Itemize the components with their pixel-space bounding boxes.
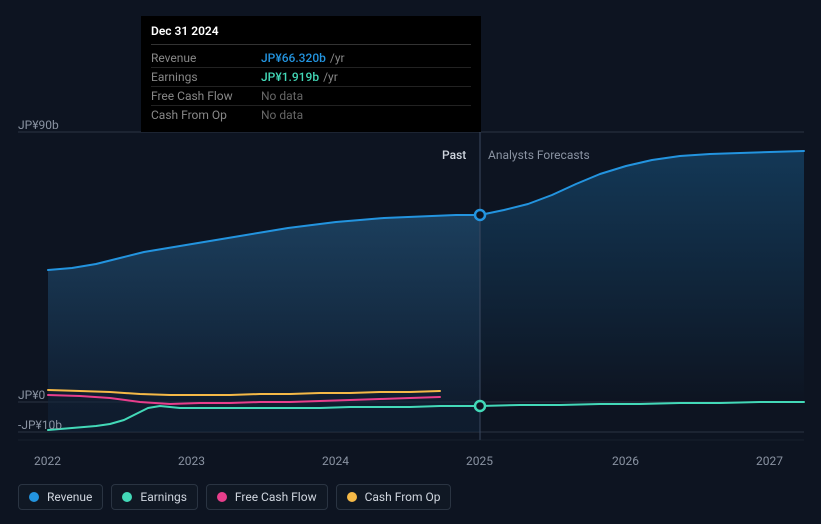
hover-tooltip: Dec 31 2024 RevenueJP¥66.320b/yrEarnings… bbox=[141, 16, 481, 132]
x-axis-label: 2024 bbox=[322, 454, 349, 468]
tooltip-metric-unit: /yr bbox=[323, 70, 338, 84]
legend-marker-icon bbox=[347, 492, 357, 502]
tooltip-metric-label: Free Cash Flow bbox=[151, 89, 261, 103]
tooltip-metric-unit: /yr bbox=[330, 51, 345, 65]
tooltip-metric-value: JP¥1.919b bbox=[261, 70, 319, 84]
tooltip-metric-label: Revenue bbox=[151, 51, 261, 65]
legend-label: Revenue bbox=[47, 490, 92, 504]
tooltip-metric-label: Earnings bbox=[151, 70, 261, 84]
tooltip-row: Cash From OpNo data bbox=[151, 106, 471, 124]
legend-label: Earnings bbox=[140, 490, 187, 504]
y-axis-label: JP¥90b bbox=[18, 118, 59, 132]
tooltip-date: Dec 31 2024 bbox=[151, 24, 471, 45]
tooltip-row: RevenueJP¥66.320b/yr bbox=[151, 49, 471, 68]
tooltip-nodata: No data bbox=[261, 89, 303, 103]
tooltip-metric-value: JP¥66.320b bbox=[261, 51, 326, 65]
x-axis-label: 2022 bbox=[34, 454, 61, 468]
section-label-forecasts: Analysts Forecasts bbox=[488, 148, 590, 162]
tooltip-metric-label: Cash From Op bbox=[151, 108, 261, 122]
tooltip-nodata: No data bbox=[261, 108, 303, 122]
legend-marker-icon bbox=[29, 492, 39, 502]
legend-marker-icon bbox=[122, 492, 132, 502]
legend-item-earnings[interactable]: Earnings bbox=[111, 484, 198, 510]
legend-marker-icon bbox=[217, 492, 227, 502]
section-label-past: Past bbox=[442, 148, 466, 162]
y-axis-label: JP¥0 bbox=[18, 388, 45, 402]
legend-item-free-cash-flow[interactable]: Free Cash Flow bbox=[206, 484, 328, 510]
x-axis-label: 2027 bbox=[756, 454, 783, 468]
financial-forecast-chart: Dec 31 2024 RevenueJP¥66.320b/yrEarnings… bbox=[0, 0, 821, 524]
x-axis-label: 2023 bbox=[178, 454, 205, 468]
tooltip-row: EarningsJP¥1.919b/yr bbox=[151, 68, 471, 87]
chart-legend: Revenue Earnings Free Cash Flow Cash From O… bbox=[18, 484, 451, 510]
tooltip-row: Free Cash FlowNo data bbox=[151, 87, 471, 106]
legend-label: Free Cash Flow bbox=[235, 490, 317, 504]
legend-item-revenue[interactable]: Revenue bbox=[18, 484, 103, 510]
y-axis-label: -JP¥10b bbox=[18, 418, 62, 432]
legend-label: Cash From Op bbox=[365, 490, 441, 504]
x-axis-label: 2025 bbox=[466, 454, 493, 468]
x-axis-label: 2026 bbox=[612, 454, 639, 468]
legend-item-cash-from-op[interactable]: Cash From Op bbox=[336, 484, 452, 510]
